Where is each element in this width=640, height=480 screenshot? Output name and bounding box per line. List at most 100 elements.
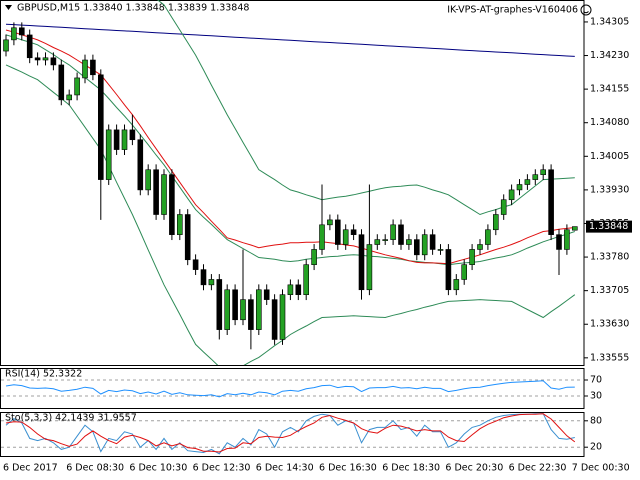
y-tick-label: 1.34305 — [590, 16, 629, 27]
panel-title: RSI(14) 52.3322 — [5, 369, 82, 380]
candle-body — [303, 264, 310, 295]
candle-body — [437, 249, 444, 251]
candle-body — [145, 169, 151, 191]
candle-body — [477, 244, 483, 250]
candle-body — [184, 214, 191, 261]
candle-body — [34, 57, 41, 61]
x-tick-label: 6 Dec 2017 — [3, 463, 58, 474]
candle-body — [113, 129, 120, 150]
candle-body — [208, 279, 215, 286]
candle-body — [398, 224, 404, 245]
y-tick-label: 30 — [590, 391, 602, 402]
x-tick-label: 6 Dec 18:30 — [382, 463, 440, 474]
candle-body — [90, 59, 96, 76]
candle-body — [445, 249, 452, 291]
y-tick-label: 1.34080 — [590, 117, 629, 128]
y-tick-label: 1.34155 — [590, 84, 629, 95]
candle-body — [11, 27, 17, 41]
candle-body — [327, 219, 333, 226]
candle-body — [342, 229, 349, 245]
candle-body — [224, 289, 230, 330]
indicator-line — [156, 0, 575, 216]
candle-body — [382, 239, 389, 241]
candle-body — [255, 289, 262, 330]
y-tick-label: 1.33555 — [590, 352, 629, 363]
candle-body — [358, 234, 365, 291]
x-tick-label: 6 Dec 14:30 — [256, 463, 314, 474]
y-tick-label: 1.33930 — [590, 184, 629, 195]
indicator-line — [5, 380, 575, 398]
candle-body — [18, 27, 25, 36]
chart-title: GBPUSD,M15 1.33840 1.33848 1.33839 1.338… — [17, 3, 249, 14]
candle-body — [42, 57, 49, 61]
x-tick-label: 6 Dec 12:30 — [193, 463, 251, 474]
candle-body — [548, 169, 554, 235]
candle-body — [3, 39, 9, 52]
plot-area — [3, 0, 578, 365]
panel-title: Sto(5,3,3) 42.1439 31.9557 — [5, 413, 137, 424]
candle-body — [366, 244, 373, 291]
plot-area — [1, 379, 584, 398]
candle-body — [461, 264, 468, 280]
panel-frame — [0, 368, 585, 409]
candle-body — [469, 249, 475, 265]
y-tick-label: 1.33780 — [590, 252, 629, 263]
candle-body — [137, 139, 144, 191]
panel-frame — [0, 412, 585, 457]
y-tick-label: 1.33705 — [590, 285, 629, 296]
x-tick-label: 6 Dec 22:30 — [509, 463, 567, 474]
candle-body — [240, 299, 246, 321]
plot-area — [1, 413, 584, 455]
x-tick-label: 7 Dec 00:30 — [572, 463, 630, 474]
menu-icon[interactable] — [5, 5, 12, 10]
candle-body — [429, 234, 436, 250]
price-box — [586, 220, 632, 233]
candle-body — [82, 59, 88, 79]
price-label: 1.33848 — [589, 221, 628, 232]
candle-body — [295, 284, 302, 295]
candle-body — [390, 224, 396, 240]
candle-body — [50, 57, 57, 66]
candle-body — [453, 279, 460, 291]
candle-body — [374, 239, 381, 245]
candle-body — [66, 94, 72, 101]
candle-body — [492, 214, 499, 231]
y-tick-label: 80 — [590, 415, 602, 426]
candle-body — [248, 299, 254, 330]
candle-body — [161, 174, 167, 215]
y-tick-label: 20 — [590, 442, 602, 453]
candle-body — [279, 294, 286, 340]
candle-body — [334, 219, 341, 245]
y-tick-label: 1.33630 — [590, 319, 629, 330]
candle-body — [311, 249, 317, 265]
candle-body — [406, 239, 412, 245]
candle-body — [121, 129, 128, 150]
candle-body — [564, 229, 570, 250]
candle-body — [192, 259, 199, 270]
candle-body — [421, 234, 428, 256]
candle-body — [319, 224, 325, 250]
candle-body — [177, 214, 183, 235]
candle-body — [232, 289, 238, 321]
candle-body — [516, 184, 523, 191]
candle-body — [413, 239, 420, 256]
candle-body — [540, 169, 547, 175]
candle-body — [200, 269, 207, 286]
indicator-line — [5, 413, 576, 453]
y-tick-label: 70 — [590, 375, 602, 386]
candle-body — [271, 299, 278, 340]
panel-frame — [0, 0, 585, 366]
x-tick-label: 6 Dec 16:30 — [319, 463, 377, 474]
candle-body — [500, 199, 507, 215]
y-tick-label: 1.34005 — [590, 151, 629, 162]
indicator-line — [5, 23, 575, 57]
candle-body — [532, 174, 539, 180]
candle-body — [485, 229, 491, 245]
candle-body — [105, 129, 112, 180]
candle-body — [571, 226, 578, 231]
candle-body — [508, 189, 515, 201]
candle-body — [287, 284, 294, 295]
smiley-icon — [580, 4, 592, 16]
candle-body — [129, 129, 136, 141]
